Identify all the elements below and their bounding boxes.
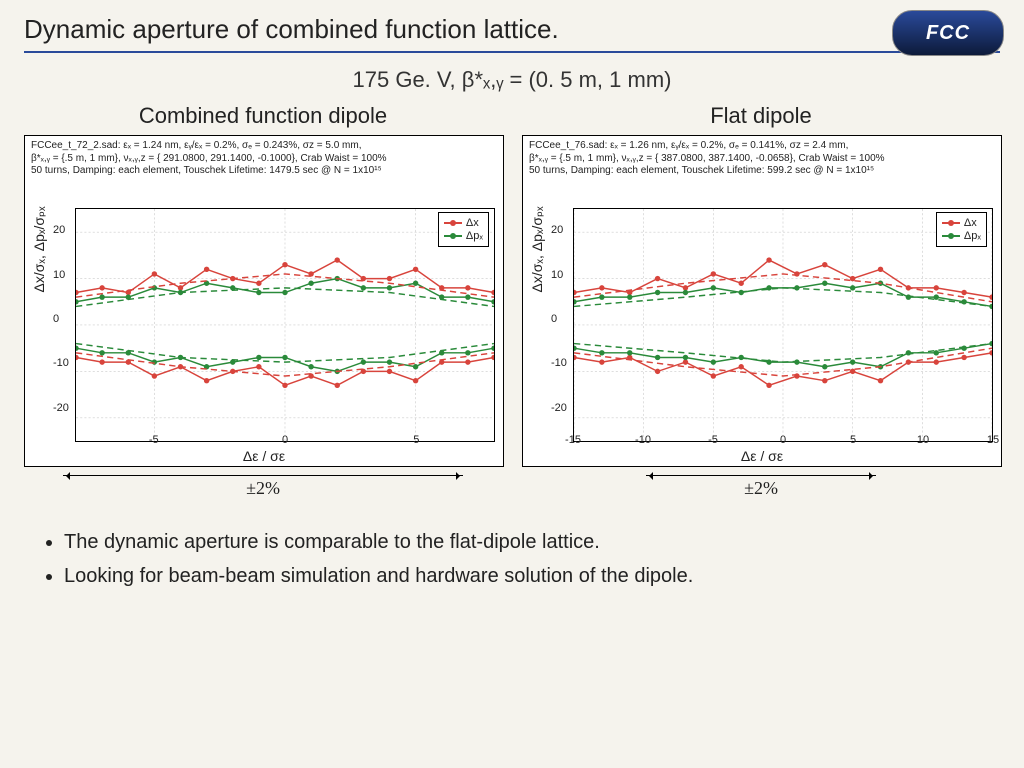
- charts-row: Combined function dipole FCCee_t_72_2.sad…: [24, 103, 1000, 499]
- legend: ΔxΔpₓ: [936, 212, 987, 247]
- bullet: The dynamic aperture is comparable to th…: [64, 527, 1000, 557]
- range-label: ±2%: [522, 478, 1000, 499]
- chart-header: FCCee_t_76.sad: εₓ = 1.26 nm, εᵧ/εₓ = 0.…: [523, 136, 1001, 178]
- logo: FCC: [892, 10, 1004, 56]
- title-rule: [24, 51, 1000, 53]
- chart-heading: Combined function dipole: [24, 103, 502, 129]
- chart-header: FCCee_t_72_2.sad: εₓ = 1.24 nm, εᵧ/εₓ = …: [25, 136, 503, 178]
- subtitle: 175 Ge. V, β*ₓ,ᵧ = (0. 5 m, 1 mm): [24, 67, 1000, 93]
- chart-heading: Flat dipole: [522, 103, 1000, 129]
- chart: FCCee_t_72_2.sad: εₓ = 1.24 nm, εᵧ/εₓ = …: [24, 135, 504, 467]
- chart: FCCee_t_76.sad: εₓ = 1.26 nm, εᵧ/εₓ = 0.…: [522, 135, 1002, 467]
- range-indicator: [522, 475, 1000, 476]
- legend: ΔxΔpₓ: [438, 212, 489, 247]
- range-indicator: [24, 475, 502, 476]
- page-title: Dynamic aperture of combined function la…: [24, 14, 1000, 45]
- bullets: The dynamic aperture is comparable to th…: [24, 527, 1000, 591]
- bullet: Looking for beam-beam simulation and har…: [64, 561, 1000, 591]
- range-label: ±2%: [24, 478, 502, 499]
